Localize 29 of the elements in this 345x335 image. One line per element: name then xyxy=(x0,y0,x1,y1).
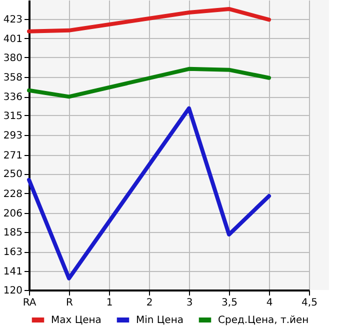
y-tick-label: 250 xyxy=(3,169,22,180)
x-tick-label: 1 xyxy=(106,298,113,308)
y-tick-label: 401 xyxy=(3,34,22,45)
y-tick-label: 141 xyxy=(3,266,22,278)
x-tick-label: 2 xyxy=(146,298,153,308)
y-tick-label: 380 xyxy=(3,52,22,64)
x-tick-label: 4 xyxy=(266,298,273,308)
y-tick-label: 336 xyxy=(3,92,22,104)
line-series xyxy=(27,106,271,280)
y-tick-label: 423 xyxy=(3,14,22,26)
y-tick-label: 315 xyxy=(3,110,22,122)
x-tick-label: RA xyxy=(22,298,36,308)
legend-label: Сред.Цена, т.йен xyxy=(218,315,309,326)
y-tick-label: 206 xyxy=(3,208,22,220)
x-tick-label: 4,5 xyxy=(302,298,318,308)
line-series xyxy=(27,66,271,99)
x-tick-label: 3 xyxy=(186,298,193,308)
y-tick-label: 271 xyxy=(3,150,22,162)
y-tick-label: 358 xyxy=(3,72,22,84)
line-series xyxy=(27,6,271,34)
x-tick-label: 3,5 xyxy=(222,298,238,308)
x-tick-label: R xyxy=(66,298,74,308)
y-tick-label: 163 xyxy=(3,247,22,258)
legend-label: Min Цена xyxy=(136,315,184,326)
y-tick-label: 228 xyxy=(3,188,22,200)
legend-label: Max Цена xyxy=(51,315,102,326)
y-tick-label: 120 xyxy=(3,286,22,296)
y-tick-label: 293 xyxy=(3,130,22,142)
y-tick-label: 185 xyxy=(3,227,22,238)
